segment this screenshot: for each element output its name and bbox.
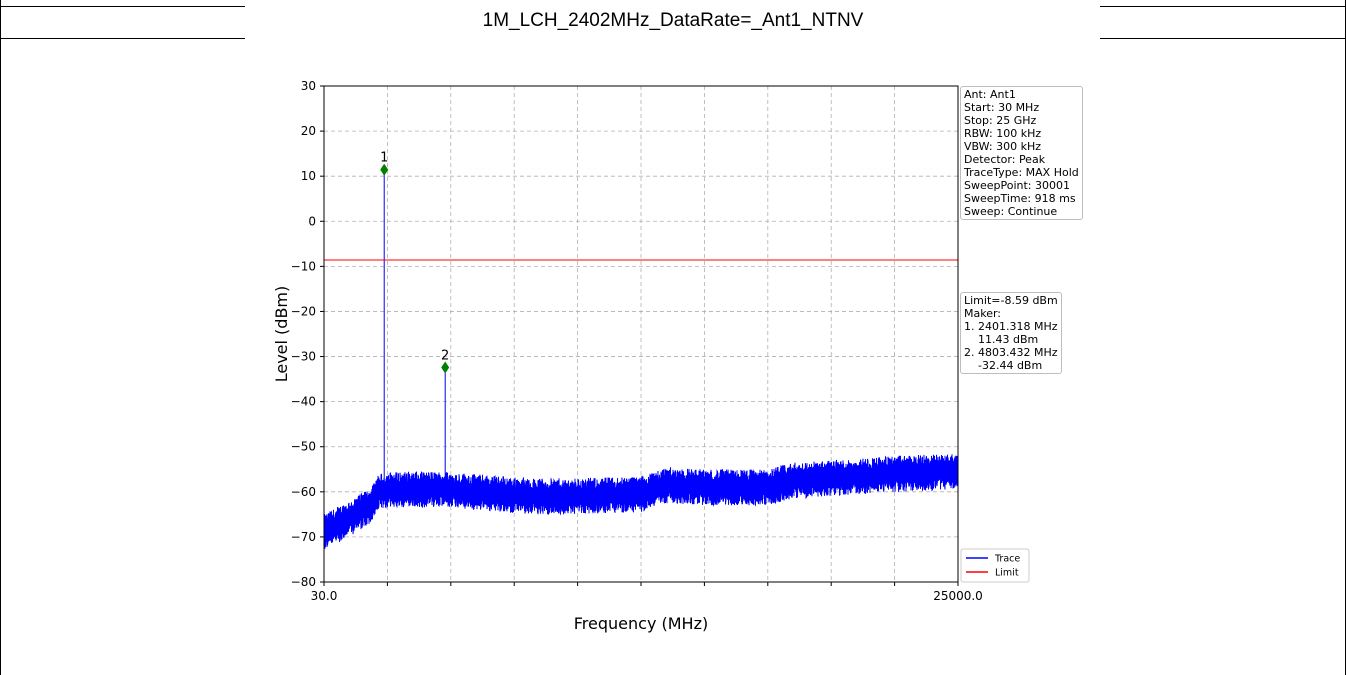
marker-diamond <box>380 163 389 176</box>
y-axis-label: Level (dBm) <box>272 286 291 383</box>
settings-line: SweepTime: 918 ms <box>964 192 1076 205</box>
y-tick-label: −70 <box>291 530 316 544</box>
x-tick-label: 30.0 <box>311 589 338 603</box>
settings-line: Start: 30 MHz <box>964 101 1040 114</box>
y-tick-label: −30 <box>291 350 316 364</box>
y-tick-label: −10 <box>291 259 316 273</box>
settings-line: RBW: 100 kHz <box>964 127 1042 140</box>
settings-info-box: Ant: Ant1 Start: 30 MHz Stop: 25 GHz RBW: 1… <box>960 86 1083 220</box>
legend: Trace Limit <box>960 548 1030 583</box>
settings-line: TraceType: MAX Hold <box>964 166 1079 179</box>
y-tick-label: 0 <box>308 214 316 228</box>
marker-info-line: Limit=-8.59 dBm <box>964 294 1058 307</box>
settings-line: Sweep: Continue <box>964 205 1058 218</box>
marker-diamond <box>441 361 450 374</box>
settings-line: SweepPoint: 30001 <box>964 179 1071 192</box>
legend-entry: Trace <box>994 554 1020 565</box>
y-tick-label: 20 <box>301 124 316 138</box>
settings-line: Ant: Ant1 <box>964 88 1016 101</box>
y-tick-label: −50 <box>291 440 316 454</box>
marker-label: 1 <box>380 151 388 166</box>
trace-line <box>324 454 958 549</box>
settings-line: VBW: 300 kHz <box>964 140 1042 153</box>
y-tick-label: −80 <box>291 575 316 589</box>
marker-label: 2 <box>441 349 449 364</box>
marker-info-box: Limit=-8.59 dBm Maker: 1. 2401.318 MHz 11.… <box>960 292 1062 374</box>
legend-entry: Limit <box>995 568 1019 579</box>
y-tick-label: −20 <box>291 304 316 318</box>
y-tick-label: 10 <box>301 169 316 183</box>
marker-info-line: -32.44 dBm <box>964 359 1043 372</box>
marker-info-line: 1. 2401.318 MHz <box>964 320 1058 333</box>
y-tick-label: −60 <box>291 485 316 499</box>
marker-info-line: Maker: <box>964 307 1002 320</box>
settings-line: Stop: 25 GHz <box>964 114 1037 127</box>
plot-frame <box>323 85 959 583</box>
page-title: 1M_LCH_2402MHz_DataRate=_Ant1_NTNV <box>482 10 864 31</box>
y-tick-label: −40 <box>291 395 316 409</box>
marker-info-line: 11.43 dBm <box>964 333 1039 346</box>
x-tick-label: 25000.0 <box>933 589 983 603</box>
y-tick-label: 30 <box>301 79 316 93</box>
settings-line: Detector: Peak <box>964 153 1046 166</box>
x-axis-label: Frequency (MHz) <box>574 614 708 633</box>
marker-info-line: 2. 4803.432 MHz <box>964 346 1058 359</box>
